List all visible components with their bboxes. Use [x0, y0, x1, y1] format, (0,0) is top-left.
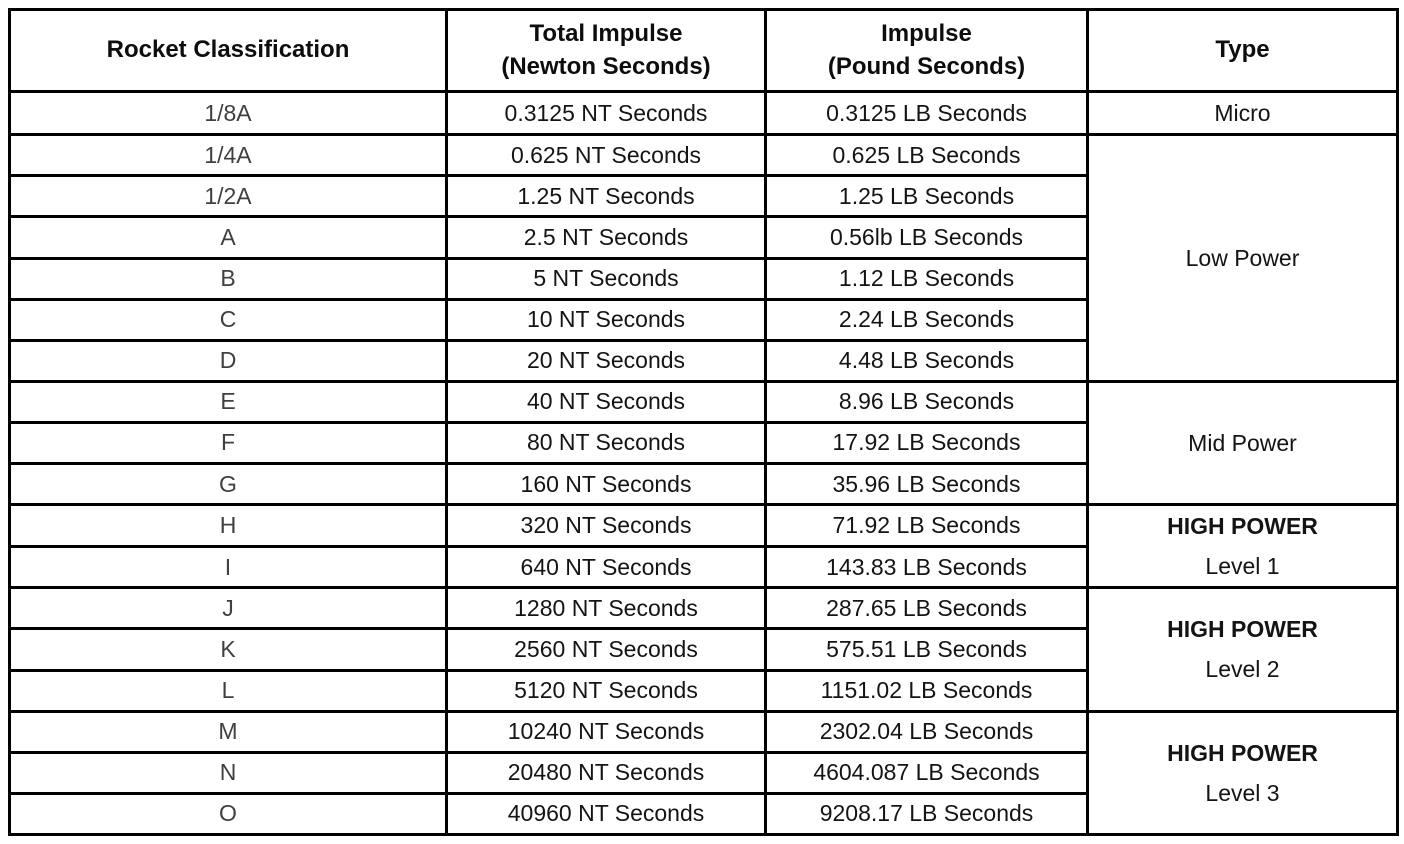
level-label: Level 2: [1205, 656, 1280, 683]
newton-seconds-cell: 20480 NT Seconds: [445, 750, 767, 795]
pound-seconds-cell: 0.625 LB Seconds: [764, 133, 1089, 178]
classification-cell: C: [8, 297, 448, 342]
high-power-label: HIGH POWER: [1167, 616, 1318, 643]
type-cell-micro: Micro: [1086, 90, 1399, 137]
classification-cell: 1/2A: [8, 174, 448, 219]
table-row-n: N 20480 NT Seconds 4604.087 LB Seconds: [8, 750, 1398, 795]
table-row-j: J 1280 NT Seconds 287.65 LB Seconds HIGH…: [8, 586, 1399, 713]
rocket-classification-table: Rocket Classification Total Impulse (New…: [8, 7, 1399, 837]
pound-seconds-cell: 575.51 LB Seconds: [764, 627, 1089, 672]
table-row-b: B 5 NT Seconds 1.12 LB Seconds: [8, 256, 1398, 301]
header-row: Rocket Classification Total Impulse (New…: [8, 7, 1399, 94]
table-row-i: I 640 NT Seconds 143.83 LB Seconds: [8, 544, 1398, 590]
classification-cell: O: [8, 791, 448, 837]
newton-seconds-cell: 2.5 NT Seconds: [445, 215, 767, 260]
header-total-impulse: Total Impulse (Newton Seconds): [445, 7, 767, 94]
newton-seconds-cell: 40960 NT Seconds: [445, 791, 767, 837]
pound-seconds-cell: 4.48 LB Seconds: [764, 338, 1089, 383]
table-row-m: M 10240 NT Seconds 2302.04 LB Seconds HI…: [8, 709, 1399, 837]
classification-cell: H: [8, 503, 448, 548]
type-cell-mid-power: Mid Power: [1086, 379, 1399, 507]
table-row-g: G 160 NT Seconds 35.96 LB Seconds: [8, 462, 1398, 507]
pound-seconds-cell: 8.96 LB Seconds: [764, 379, 1089, 424]
table-row-o: O 40960 NT Seconds 9208.17 LB Seconds: [8, 791, 1398, 837]
pound-seconds-cell: 0.56lb LB Seconds: [764, 215, 1089, 260]
classification-cell: F: [8, 420, 448, 466]
pound-seconds-cell: 17.92 LB Seconds: [764, 420, 1089, 466]
header-type: Type: [1086, 7, 1399, 94]
header-label-line2: (Pound Seconds): [827, 52, 1026, 80]
classification-cell: L: [8, 668, 448, 713]
pound-seconds-cell: 1.12 LB Seconds: [764, 256, 1089, 301]
pound-seconds-cell: 287.65 LB Seconds: [764, 586, 1089, 631]
classification-cell: I: [8, 544, 448, 590]
classification-cell: D: [8, 338, 448, 383]
classification-cell: G: [8, 462, 448, 507]
table-row-l: L 5120 NT Seconds 1151.02 LB Seconds: [8, 668, 1398, 713]
newton-seconds-cell: 2560 NT Seconds: [445, 627, 767, 672]
header-label-line2: (Newton Seconds): [501, 52, 711, 80]
newton-seconds-cell: 160 NT Seconds: [445, 462, 767, 507]
type-cell-high-power-level-1: HIGH POWER Level 1: [1086, 503, 1399, 590]
classification-cell: M: [8, 709, 448, 754]
table-row-f: F 80 NT Seconds 17.92 LB Seconds: [8, 420, 1398, 466]
table-row-1-8a: 1/8A 0.3125 NT Seconds 0.3125 LB Seconds…: [8, 90, 1399, 137]
table-row-d: D 20 NT Seconds 4.48 LB Seconds: [8, 338, 1398, 383]
type-cell-high-power-level-3: HIGH POWER Level 3: [1086, 709, 1399, 837]
newton-seconds-cell: 5 NT Seconds: [445, 256, 767, 301]
classification-cell: B: [8, 256, 448, 301]
header-label: Rocket Classification: [106, 36, 350, 64]
table-row-a: A 2.5 NT Seconds 0.56lb LB Seconds: [8, 215, 1398, 260]
classification-cell: N: [8, 750, 448, 795]
pound-seconds-cell: 4604.087 LB Seconds: [764, 750, 1089, 795]
pound-seconds-cell: 0.3125 LB Seconds: [764, 90, 1089, 137]
level-label: Level 1: [1205, 553, 1280, 580]
classification-cell: K: [8, 627, 448, 672]
table-row-e: E 40 NT Seconds 8.96 LB Seconds Mid Powe…: [8, 379, 1399, 507]
newton-seconds-cell: 320 NT Seconds: [445, 503, 767, 548]
newton-seconds-cell: 10240 NT Seconds: [445, 709, 767, 754]
level-label: Level 3: [1205, 779, 1280, 806]
type-cell-high-power-level-2: HIGH POWER Level 2: [1086, 586, 1399, 713]
header-impulse: Impulse (Pound Seconds): [764, 7, 1089, 94]
pound-seconds-cell: 2302.04 LB Seconds: [764, 709, 1089, 754]
pound-seconds-cell: 1151.02 LB Seconds: [764, 668, 1089, 713]
pound-seconds-cell: 71.92 LB Seconds: [764, 503, 1089, 548]
table-row-c: C 10 NT Seconds 2.24 LB Seconds: [8, 297, 1398, 342]
table-row-h: H 320 NT Seconds 71.92 LB Seconds HIGH P…: [8, 503, 1399, 590]
classification-cell: 1/4A: [8, 133, 448, 178]
pound-seconds-cell: 2.24 LB Seconds: [764, 297, 1089, 342]
classification-cell: E: [8, 379, 448, 424]
pound-seconds-cell: 9208.17 LB Seconds: [764, 791, 1089, 837]
pound-seconds-cell: 143.83 LB Seconds: [764, 544, 1089, 590]
newton-seconds-cell: 5120 NT Seconds: [445, 668, 767, 713]
newton-seconds-cell: 10 NT Seconds: [445, 297, 767, 342]
table-row-1-4a: 1/4A 0.625 NT Seconds 0.625 LB Seconds L…: [8, 133, 1399, 383]
table-row-k: K 2560 NT Seconds 575.51 LB Seconds: [8, 627, 1398, 672]
type-cell-low-power: Low Power: [1086, 133, 1399, 383]
pound-seconds-cell: 1.25 LB Seconds: [764, 174, 1089, 219]
table-row-1-2a: 1/2A 1.25 NT Seconds 1.25 LB Seconds: [8, 174, 1398, 219]
high-power-label: HIGH POWER: [1167, 739, 1318, 766]
header-label-line1: Total Impulse: [529, 20, 683, 48]
header-label-line1: Impulse: [881, 20, 972, 48]
classification-cell: J: [8, 586, 448, 631]
newton-seconds-cell: 0.625 NT Seconds: [445, 133, 767, 178]
header-label: Type: [1215, 36, 1270, 64]
newton-seconds-cell: 20 NT Seconds: [445, 338, 767, 383]
newton-seconds-cell: 1.25 NT Seconds: [445, 174, 767, 219]
classification-cell: 1/8A: [8, 90, 448, 137]
pound-seconds-cell: 35.96 LB Seconds: [764, 462, 1089, 507]
newton-seconds-cell: 1280 NT Seconds: [445, 586, 767, 631]
newton-seconds-cell: 80 NT Seconds: [445, 420, 767, 466]
newton-seconds-cell: 40 NT Seconds: [445, 379, 767, 424]
newton-seconds-cell: 640 NT Seconds: [445, 544, 767, 590]
newton-seconds-cell: 0.3125 NT Seconds: [445, 90, 767, 137]
classification-cell: A: [8, 215, 448, 260]
high-power-label: HIGH POWER: [1167, 513, 1318, 540]
header-rocket-classification: Rocket Classification: [8, 7, 448, 94]
